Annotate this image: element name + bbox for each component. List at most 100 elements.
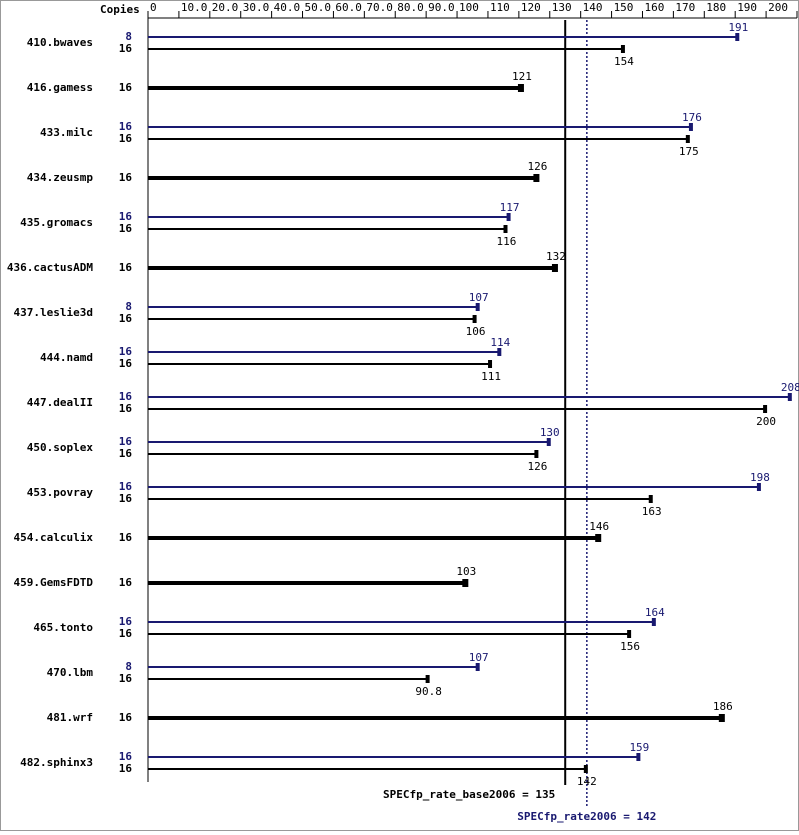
x-tick-label: 80.0 [397,1,424,14]
x-tick-label: 120 [521,1,541,14]
bar [148,348,502,356]
value-label: 186 [713,700,733,713]
copies-label: 16 [119,762,133,775]
value-label: 90.8 [415,685,442,698]
bar [148,225,508,233]
copies-label: 16 [119,711,133,724]
benchmark-label: 416.gamess [27,81,93,94]
benchmark-label: 436.cactusADM [7,261,93,274]
x-tick-label: 30.0 [243,1,270,14]
value-label: 198 [750,471,770,484]
copies-label: 16 [119,312,133,325]
copies-label: 16 [119,222,133,235]
copies-label: 16 [119,492,133,505]
bar [148,618,656,626]
reference-label: SPECfp_rate_base2006 = 135 [383,788,555,801]
bar [148,714,725,722]
bar [148,303,480,311]
benchmark-label: 465.tonto [33,621,93,634]
value-label: 111 [481,370,501,383]
benchmark-label: 434.zeusmp [27,171,94,184]
value-label: 107 [469,291,489,304]
benchmark-label: 435.gromacs [20,216,93,229]
x-tick-label: 0 [150,1,157,14]
value-label: 132 [546,250,566,263]
bar [148,174,540,182]
benchmark-label: 437.leslie3d [14,306,93,319]
benchmark-label: 454.calculix [14,531,94,544]
copies-label: 16 [119,132,133,145]
copies-label: 8 [125,300,132,313]
x-tick-label: 50.0 [305,1,332,14]
bar [148,630,632,638]
bar [148,135,690,143]
x-tick-label: 90.0 [428,1,455,14]
value-label: 164 [645,606,665,619]
value-label: 146 [589,520,609,533]
bar [148,579,469,587]
value-label: 117 [500,201,520,214]
bar [148,483,761,491]
benchmark-label: 453.povray [27,486,94,499]
x-tick-label: 20.0 [212,1,239,14]
value-label: 114 [490,336,510,349]
x-tick-label: 140 [583,1,603,14]
copies-label: 16 [119,627,133,640]
copies-header: Copies [100,3,140,16]
value-label: 175 [679,145,699,158]
value-label: 191 [728,21,748,34]
benchmark-label: 410.bwaves [27,36,93,49]
copies-label: 16 [119,171,133,184]
benchmark-label: 470.lbm [47,666,94,679]
bar [148,360,493,368]
value-label: 106 [466,325,486,338]
x-tick-label: 180 [706,1,726,14]
x-tick-label: 190 [737,1,757,14]
value-label: 121 [512,70,532,83]
value-label: 103 [456,565,476,578]
value-label: 208 [781,381,799,394]
bar [148,315,477,323]
bar [148,438,551,446]
bar [148,753,641,761]
copies-label: 16 [119,345,133,358]
bar [148,393,792,401]
copies-label: 16 [119,357,133,370]
copies-label: 8 [125,660,132,673]
x-tick-label: 170 [675,1,695,14]
copies-label: 16 [119,447,133,460]
copies-label: 16 [119,576,133,589]
copies-label: 16 [119,480,133,493]
x-tick-label: 200 [768,1,788,14]
bar [148,264,558,272]
copies-label: 16 [119,210,133,223]
value-label: 200 [756,415,776,428]
value-label: 142 [577,775,597,788]
copies-label: 16 [119,531,133,544]
value-label: 156 [620,640,640,653]
copies-label: 16 [119,672,133,685]
x-tick-label: 10.0 [181,1,208,14]
bar [148,534,602,542]
benchmark-label: 447.dealII [27,396,93,409]
bar [148,765,588,773]
bar [148,213,511,221]
copies-label: 8 [125,30,132,43]
value-label: 126 [527,160,547,173]
x-tick-label: 40.0 [274,1,301,14]
benchmark-label: 444.namd [40,351,93,364]
copies-label: 16 [119,435,133,448]
x-tick-label: 160 [644,1,664,14]
bar [148,675,430,683]
bar [148,405,768,413]
x-tick-label: 150 [614,1,634,14]
value-label: 176 [682,111,702,124]
value-label: 116 [497,235,517,248]
bar [148,84,524,92]
copies-label: 16 [119,42,133,55]
benchmark-label: 450.soplex [27,441,94,454]
copies-label: 16 [119,615,133,628]
benchmark-label: 482.sphinx3 [20,756,93,769]
value-label: 159 [629,741,649,754]
x-tick-label: 100 [459,1,479,14]
